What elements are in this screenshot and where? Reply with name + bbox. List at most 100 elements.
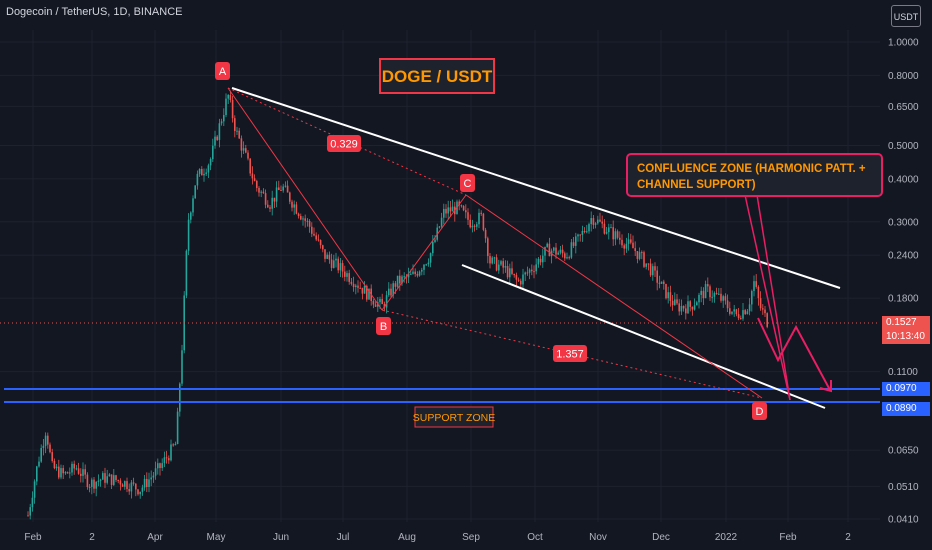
candle-body — [82, 469, 84, 476]
candle-body — [297, 213, 300, 217]
candle-body — [69, 472, 71, 474]
candle-body — [258, 187, 260, 193]
candle-body — [269, 207, 271, 209]
candle-body — [599, 219, 601, 222]
candle-body — [636, 250, 639, 259]
time-tick-label: Aug — [398, 532, 416, 543]
candle-body — [75, 468, 78, 470]
price-axis[interactable]: 1.0000 0.8000 0.6500 0.5000 0.4000 0.3000 0.24… — [888, 38, 919, 526]
candle-body — [643, 252, 645, 267]
candle-body — [361, 287, 364, 294]
ratio-label-ac[interactable]: 0.329 — [327, 135, 361, 152]
candle-body — [115, 475, 117, 481]
candle-body — [207, 165, 210, 173]
time-axis[interactable]: Feb 2 Apr May Jun Jul Aug Sep Oct Nov Dec 2022 Feb 2 — [24, 532, 851, 543]
candle-body — [280, 189, 282, 191]
candle-body — [568, 257, 570, 259]
svg-text:0.329: 0.329 — [330, 139, 358, 151]
candle-body — [465, 210, 467, 213]
candle-body — [306, 220, 309, 222]
candle-body — [110, 474, 113, 485]
title-annotation[interactable]: DOGE / USDT — [379, 58, 495, 94]
candle-body — [557, 252, 559, 255]
candle-body — [412, 271, 414, 274]
candle-body — [205, 172, 207, 174]
confluence-pointer-right — [756, 194, 791, 401]
candle-body — [495, 257, 498, 271]
price-tick-label: 0.4000 — [888, 174, 919, 185]
candle-body — [311, 226, 313, 234]
candle-body — [273, 197, 276, 202]
candle-body — [396, 275, 399, 287]
candle-body — [249, 158, 251, 174]
candle-body — [513, 273, 515, 276]
point-label-b[interactable]: B — [376, 317, 391, 335]
candle-body — [124, 481, 126, 487]
candle-body — [363, 285, 366, 294]
candle-body — [99, 479, 102, 481]
price-tick-label: 0.3000 — [888, 217, 919, 228]
candle-body — [383, 304, 386, 308]
support-zone-annotation[interactable]: SUPPORT ZONE — [413, 406, 495, 428]
candle-body — [729, 308, 731, 314]
candle-body — [102, 473, 104, 480]
candle-body — [641, 252, 643, 254]
candle-body — [295, 204, 298, 214]
candle-body — [242, 148, 245, 151]
ratio-label-bd[interactable]: 1.357 — [553, 345, 587, 362]
candle-body — [669, 292, 672, 301]
candle-body — [421, 269, 423, 272]
candle-body — [491, 257, 493, 264]
candle-body — [223, 115, 225, 122]
candle-body — [493, 257, 496, 259]
time-tick-label: 2 — [89, 532, 95, 543]
candle-body — [586, 231, 588, 233]
upper-support-tag: 0.0970 — [882, 382, 930, 396]
candle-body — [533, 271, 535, 273]
point-label-c[interactable]: C — [460, 174, 475, 192]
candle-body — [597, 219, 599, 224]
candle-body — [623, 245, 625, 249]
candle-body — [29, 507, 31, 516]
candle-body — [654, 266, 656, 271]
candle-body — [174, 443, 177, 446]
candle-body — [315, 235, 317, 240]
channel-lower-line[interactable] — [461, 264, 826, 409]
candle-body — [227, 95, 229, 99]
candle-body — [220, 121, 223, 124]
candle-body — [286, 185, 289, 193]
candle-body — [726, 300, 729, 309]
candle-body — [566, 257, 568, 259]
candle-body — [443, 208, 445, 218]
candle-body — [77, 468, 80, 474]
candle-body — [104, 473, 106, 483]
candle-body — [201, 169, 203, 176]
candle-body — [482, 213, 485, 230]
candle-body — [170, 444, 172, 461]
point-label-a[interactable]: A — [215, 62, 230, 80]
channel-upper-line[interactable] — [231, 87, 841, 289]
candle-body — [665, 283, 667, 299]
candle-body — [473, 225, 476, 227]
candle-body — [132, 482, 135, 484]
candle-body — [64, 472, 67, 474]
candle-body — [181, 350, 183, 384]
symbol-title: Dogecoin / TetherUS, 1D, BINANCE — [6, 6, 183, 18]
candle-body — [480, 212, 482, 214]
candle-body — [528, 269, 531, 273]
candle-body — [302, 218, 304, 220]
candle-body — [344, 271, 346, 277]
candle-body — [300, 216, 302, 220]
confluence-annotation[interactable]: CONFLUENCE ZONE (HARMONIC PATT. + CHANNE… — [626, 153, 883, 197]
candle-body — [392, 283, 394, 296]
point-label-d[interactable]: D — [752, 402, 767, 420]
candle-body — [179, 383, 181, 412]
candle-body — [93, 479, 95, 489]
candle-body — [561, 249, 564, 254]
currency-label[interactable]: USDT — [891, 5, 921, 27]
candle-body — [500, 261, 502, 265]
candle-body — [80, 473, 82, 476]
candle-body — [97, 480, 100, 482]
candle-body — [355, 285, 357, 288]
